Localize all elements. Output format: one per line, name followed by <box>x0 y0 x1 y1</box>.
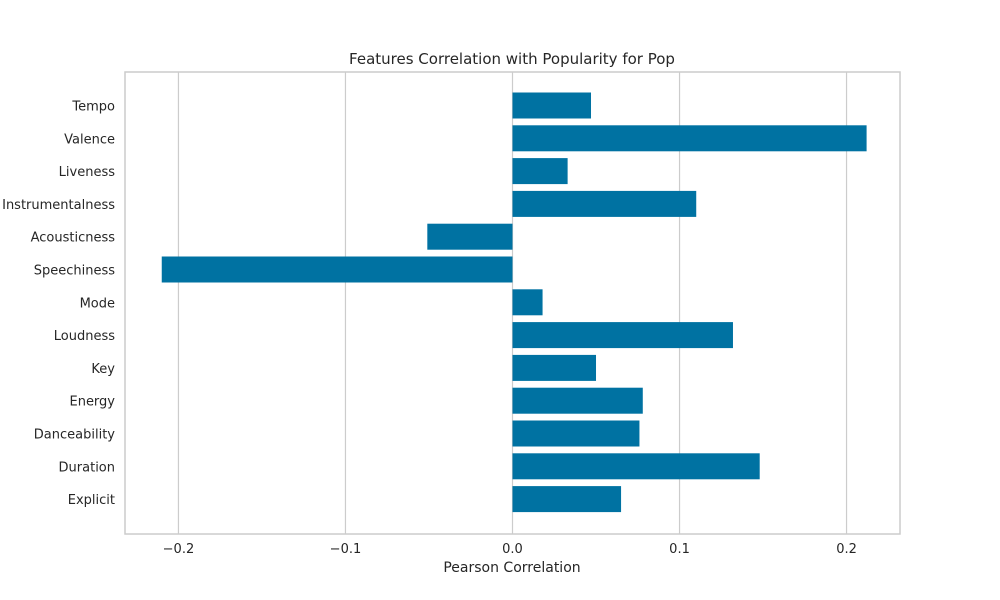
y-tick-label: Danceability <box>34 428 116 443</box>
bar-duration <box>512 453 760 480</box>
y-tick-label: Loudness <box>54 329 115 344</box>
bar-valence <box>512 125 867 152</box>
x-tick-label: 0.0 <box>502 542 523 557</box>
bar-key <box>512 354 597 381</box>
bar-explicit <box>512 486 622 513</box>
y-tick-label: Energy <box>69 395 115 410</box>
bar-instrumentalness <box>512 190 697 217</box>
x-axis-label: Pearson Correlation <box>443 560 580 576</box>
bar-danceability <box>512 420 640 447</box>
bar-speechiness <box>161 256 513 283</box>
x-tick-label: −0.1 <box>330 542 362 557</box>
y-tick-label: Explicit <box>68 493 115 508</box>
y-tick-label: Duration <box>59 460 115 475</box>
bar-loudness <box>512 322 733 349</box>
y-tick-labels: Tempo Valence Liveness Instrumentalness Acou… <box>2 100 115 509</box>
y-tick-label: Mode <box>80 296 115 311</box>
y-tick-label: Acousticness <box>31 231 116 246</box>
y-tick-label: Speechiness <box>34 264 116 279</box>
plot-frame <box>124 71 901 535</box>
y-tick-label: Valence <box>64 132 115 147</box>
y-tick-label: Instrumentalness <box>2 198 115 213</box>
x-tick-label: −0.2 <box>163 542 195 557</box>
x-tick-label: 0.2 <box>836 542 857 557</box>
y-tick-label: Tempo <box>71 100 115 115</box>
chart-title: Features Correlation with Popularity for… <box>349 50 675 68</box>
bar-tempo <box>512 92 592 119</box>
x-tick-label: 0.1 <box>669 542 690 557</box>
y-tick-label: Key <box>91 362 115 377</box>
bar-mode <box>512 289 543 316</box>
bar-energy <box>512 387 643 414</box>
y-tick-label: Liveness <box>59 165 116 180</box>
bars <box>161 92 867 513</box>
bar-acousticness <box>427 223 513 250</box>
bar-liveness <box>512 158 568 185</box>
x-tick-labels: −0.2 −0.1 0.0 0.1 0.2 <box>163 542 857 557</box>
